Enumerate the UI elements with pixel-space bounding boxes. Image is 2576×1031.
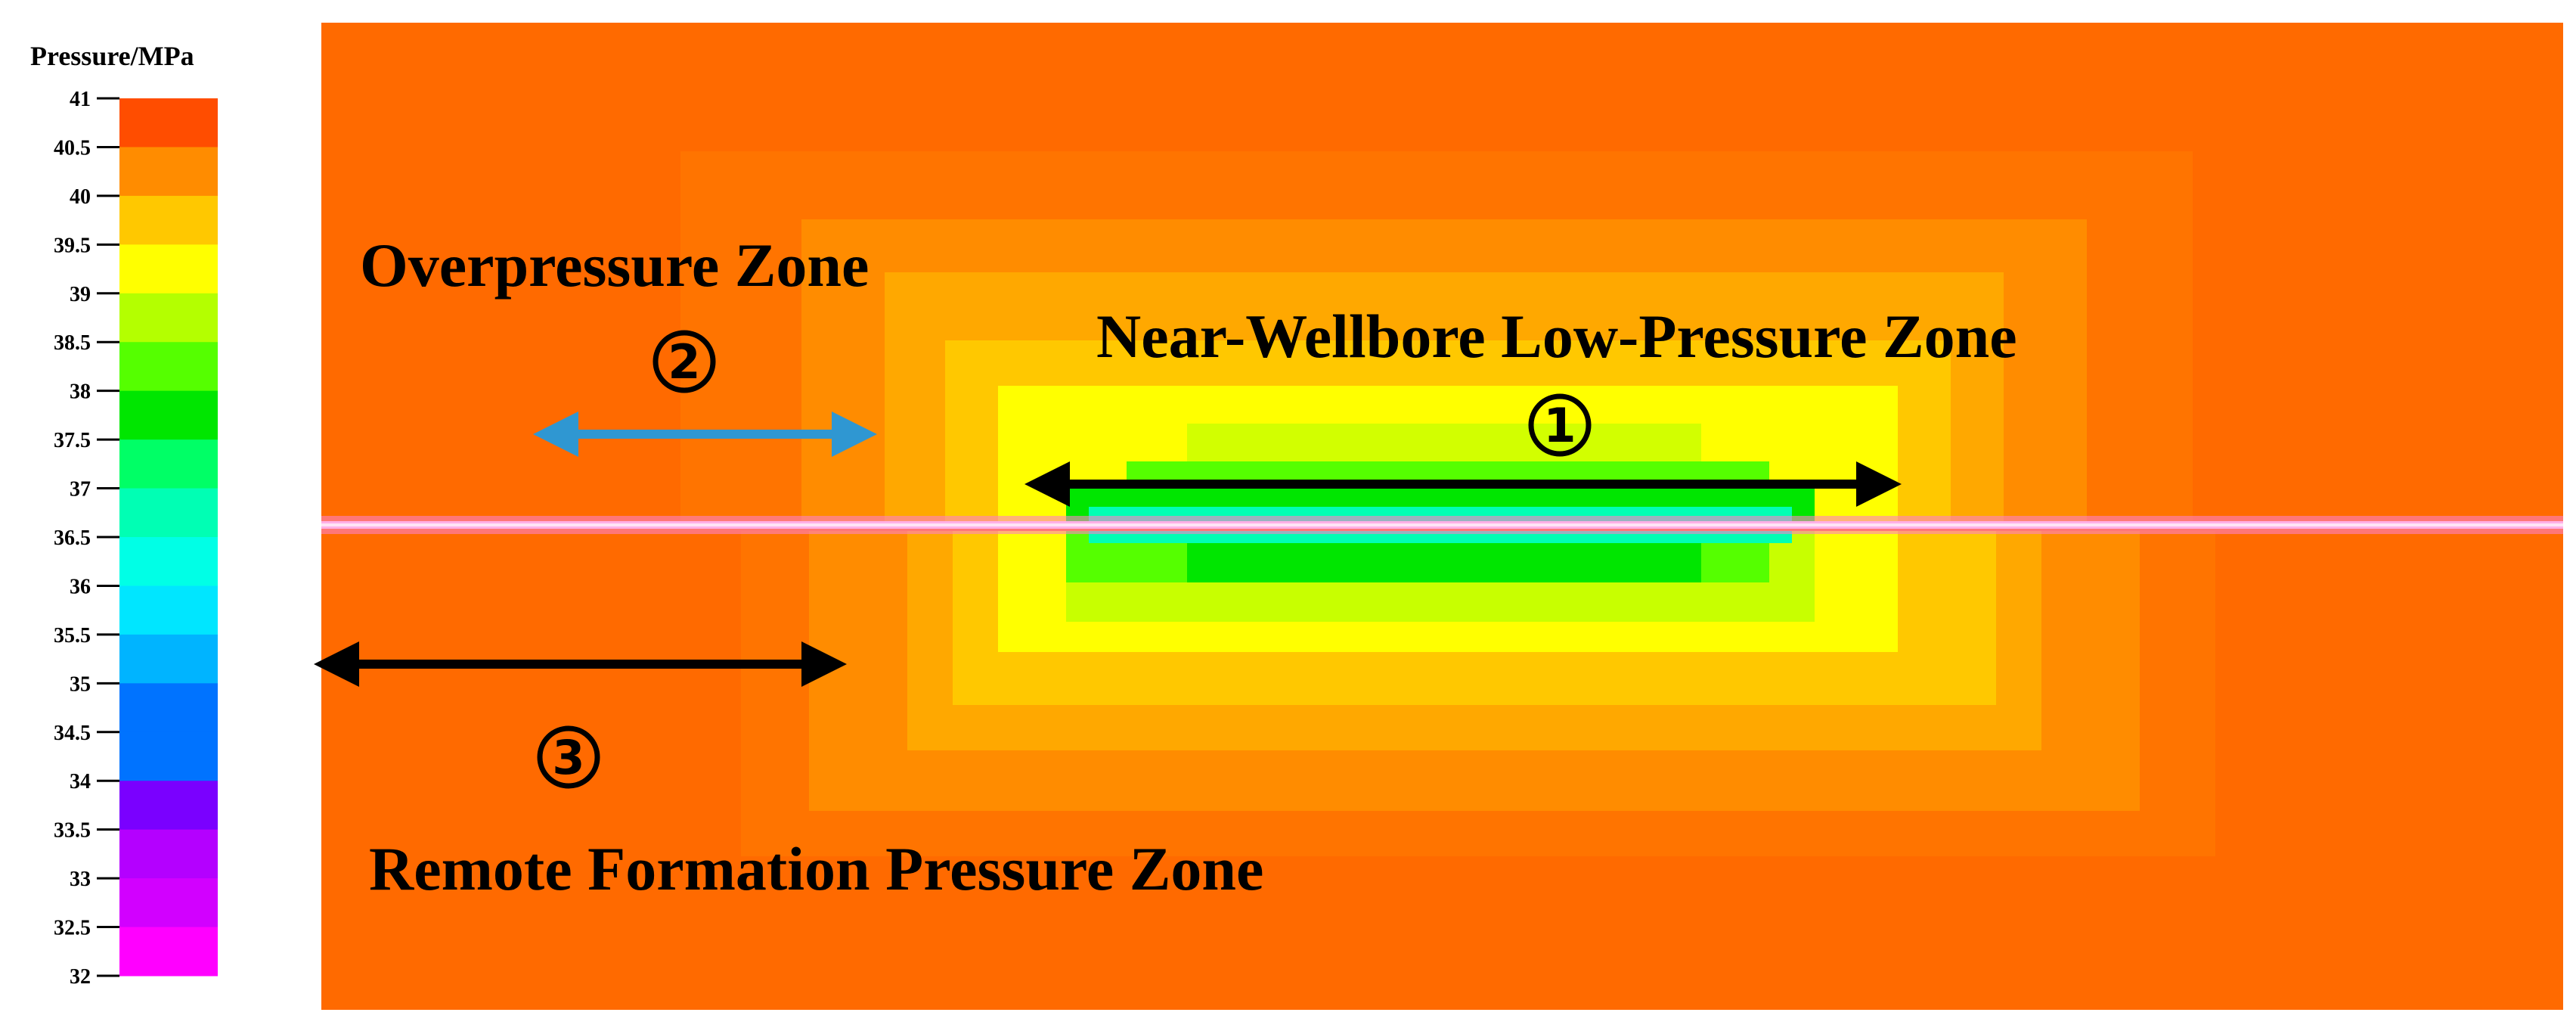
- marker-1: 1: [1543, 398, 1576, 453]
- legend-tick-label: 36: [70, 575, 91, 598]
- lower-pressure-zones: [741, 531, 2215, 856]
- annotations: Overpressure Zone 2 Near-Wellbore Low-Pr…: [314, 231, 2017, 903]
- legend-swatch: [119, 488, 218, 538]
- wellbore: [321, 516, 2563, 534]
- legend-swatch: [119, 537, 218, 586]
- legend-tick-label: 32.5: [54, 917, 91, 940]
- legend-tick-label: 37: [70, 478, 91, 502]
- legend-tick-label: 39.5: [54, 234, 91, 257]
- legend-tick-label: 39: [70, 283, 91, 306]
- legend-tick-label: 37.5: [54, 429, 91, 452]
- legend-swatch: [119, 781, 218, 831]
- legend-tick-label: 38: [70, 380, 91, 404]
- legend-tick-label: 40.5: [54, 136, 91, 160]
- marker-1-circle: [1528, 393, 1592, 457]
- wellbore-core: [321, 523, 2563, 526]
- legend-swatch: [119, 195, 218, 245]
- legend-ticks: 41 40.5 40 39.5 39 38.5 38 37.5 37 36.5 36 35.5 35 34…: [54, 88, 119, 989]
- colorbar-legend: Pressure/MPa 41 40.5 40 39.5 39 38.5 38 37.5 37 3…: [30, 41, 218, 989]
- legend-swatch: [119, 147, 218, 197]
- legend-tick-label: 34: [70, 770, 91, 793]
- legend-swatch: [119, 293, 218, 343]
- legend-swatch: [119, 342, 218, 392]
- remote-zone-label: Remote Formation Pressure Zone: [369, 834, 1263, 903]
- legend-tick-label: 32: [70, 965, 91, 989]
- legend-swatch: [119, 683, 218, 733]
- legend-swatch: [119, 829, 218, 879]
- legend-tick-label: 34.5: [54, 722, 91, 745]
- legend-swatch: [119, 439, 218, 489]
- legend-swatches: [119, 98, 218, 977]
- legend-swatch: [119, 98, 218, 148]
- legend-title: Pressure/MPa: [30, 41, 194, 71]
- legend-swatch: [119, 731, 218, 781]
- legend-tick-label: 33: [70, 868, 91, 891]
- legend-tick-label: 38.5: [54, 331, 91, 355]
- legend-swatch: [119, 390, 218, 440]
- legend-tick-label: 35.5: [54, 624, 91, 647]
- legend-swatch: [119, 927, 218, 977]
- legend-swatch: [119, 244, 218, 294]
- legend-swatch: [119, 585, 218, 635]
- legend-swatch: [119, 634, 218, 684]
- legend-tick-label: 35: [70, 672, 91, 696]
- legend-swatch: [119, 878, 218, 928]
- legend-tick-label: 41: [70, 88, 91, 111]
- marker-2-circle: [653, 330, 716, 393]
- legend-tick-label: 36.5: [54, 526, 91, 550]
- marker-2: 2: [668, 334, 700, 390]
- legend-tick-label: 40: [70, 185, 91, 209]
- legend-tick-label: 33.5: [54, 819, 91, 843]
- near-wellbore-zone-label: Near-Wellbore Low-Pressure Zone: [1096, 302, 2017, 371]
- marker-3-circle: [537, 725, 600, 789]
- marker-3: 3: [552, 730, 584, 785]
- overpressure-zone-label: Overpressure Zone: [360, 231, 869, 300]
